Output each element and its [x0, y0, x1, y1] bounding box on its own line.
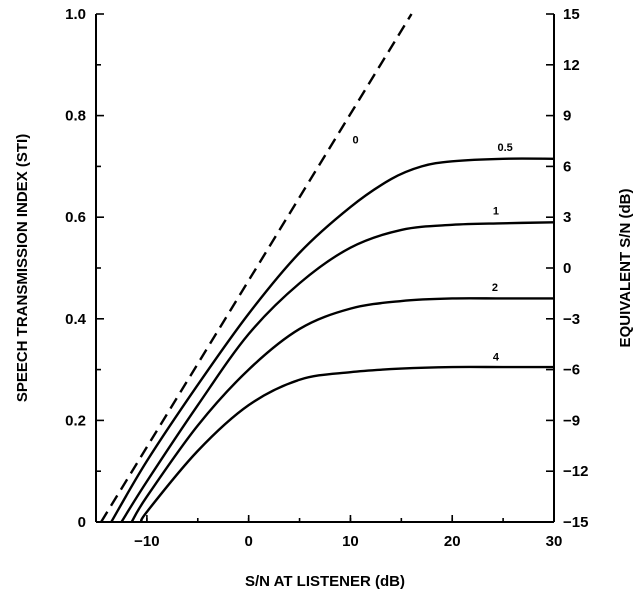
y-tick-label: 0.6 — [65, 209, 86, 226]
x-tick-label: 20 — [444, 533, 461, 550]
axis-ticks: −10 0 10 20 3000.20.40.60.81.0−15−12−9−6−303… — [65, 6, 588, 550]
y-axis-title: SPEECH TRANSMISSION INDEX (STI) — [14, 134, 31, 402]
curve-label-2: 2 — [492, 282, 498, 294]
y-tick-label: 1.0 — [65, 6, 86, 23]
curve-label-4: 4 — [493, 351, 500, 363]
x-axis-title: S/N AT LISTENER (dB) — [245, 573, 405, 590]
x-tick-label: 10 — [342, 533, 359, 550]
y-tick-label: 0.2 — [65, 412, 86, 429]
series-lines — [100, 13, 555, 523]
y2-tick-label: 3 — [563, 209, 571, 226]
y2-tick-label: 12 — [563, 57, 580, 74]
series-line-1 — [120, 221, 555, 523]
curve-label-1: 1 — [493, 206, 499, 218]
curve-labels: 0 0.5 1 2 4 — [352, 135, 512, 364]
series-line-0 — [100, 13, 413, 523]
x-tick-label: −10 — [134, 533, 159, 550]
y2-tick-label: −3 — [563, 311, 580, 328]
curve-label-0-5: 0.5 — [497, 142, 512, 154]
y2-tick-label: 15 — [563, 6, 580, 23]
y2-tick-label: 0 — [563, 260, 571, 277]
y2-tick-label: −12 — [563, 463, 588, 480]
y-tick-label: 0 — [78, 514, 86, 531]
plot-frame — [95, 14, 555, 523]
y2-tick-label: 6 — [563, 158, 571, 175]
y2-tick-label: −15 — [563, 514, 588, 531]
y2-tick-label: 9 — [563, 108, 571, 125]
y-tick-label: 0.4 — [65, 311, 87, 328]
y2-tick-label: −9 — [563, 412, 580, 429]
series-line-0-5 — [110, 157, 555, 523]
y2-tick-label: −6 — [563, 362, 580, 379]
x-tick-label: 0 — [244, 533, 252, 550]
curve-label-0: 0 — [352, 135, 358, 147]
x-tick-label: 30 — [546, 533, 563, 550]
series-line-2 — [130, 297, 554, 523]
y2-axis-title: EQUIVALENT S/N (dB) — [617, 189, 634, 348]
series-line-4 — [140, 365, 554, 523]
y-tick-label: 0.8 — [65, 108, 86, 125]
